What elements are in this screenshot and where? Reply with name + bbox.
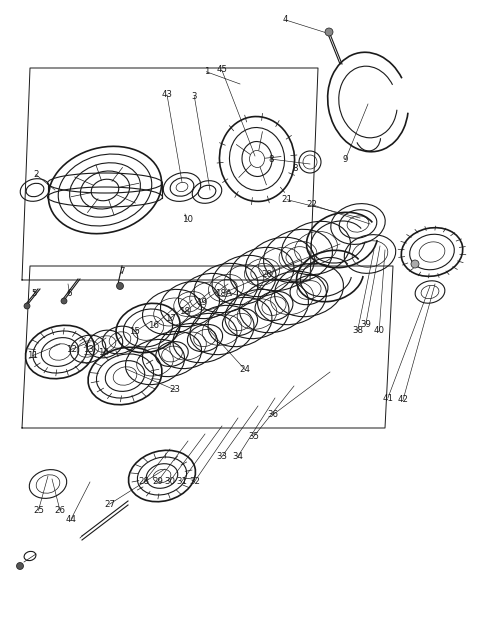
Text: 33: 33 <box>216 452 227 461</box>
Text: 12: 12 <box>66 345 76 354</box>
Text: 19: 19 <box>196 298 207 307</box>
Text: 5: 5 <box>32 289 37 298</box>
Ellipse shape <box>16 562 24 570</box>
Text: 24: 24 <box>240 365 250 374</box>
Text: 1: 1 <box>204 67 209 76</box>
Ellipse shape <box>24 303 30 309</box>
Text: 10: 10 <box>182 215 192 224</box>
Text: 32: 32 <box>189 477 200 486</box>
Text: 25: 25 <box>33 506 44 515</box>
Text: 21: 21 <box>282 195 292 204</box>
Text: 20: 20 <box>261 270 272 279</box>
Text: 11: 11 <box>27 351 38 360</box>
Text: 18A: 18A <box>215 289 232 298</box>
Text: 27: 27 <box>104 500 115 509</box>
Text: 39: 39 <box>360 320 371 329</box>
Text: 40: 40 <box>374 326 384 335</box>
Ellipse shape <box>117 283 123 290</box>
Text: 18: 18 <box>180 308 190 316</box>
Text: 28: 28 <box>139 477 149 486</box>
Text: 26: 26 <box>55 506 65 515</box>
Ellipse shape <box>61 298 67 304</box>
Text: 6: 6 <box>67 289 72 298</box>
Text: 29: 29 <box>152 477 163 486</box>
Text: 3: 3 <box>192 92 197 101</box>
Text: 2: 2 <box>33 170 39 179</box>
Text: 31: 31 <box>176 477 187 486</box>
Text: 43: 43 <box>162 90 172 99</box>
Text: 16: 16 <box>148 321 159 330</box>
Text: 15: 15 <box>129 328 140 336</box>
Text: 44: 44 <box>66 515 76 524</box>
Text: 36: 36 <box>267 411 278 419</box>
Text: 8: 8 <box>292 164 298 173</box>
Text: 30: 30 <box>164 477 175 486</box>
Text: 14: 14 <box>98 348 108 357</box>
Text: 41: 41 <box>383 394 393 402</box>
Text: 45: 45 <box>216 66 227 74</box>
Text: 7: 7 <box>120 267 125 276</box>
Ellipse shape <box>411 260 419 268</box>
Text: 23: 23 <box>170 386 180 394</box>
Text: 22: 22 <box>307 200 317 209</box>
Text: 9: 9 <box>343 155 348 163</box>
Text: 17: 17 <box>165 314 176 323</box>
Ellipse shape <box>325 28 333 36</box>
Text: 38: 38 <box>352 326 363 335</box>
Text: 34: 34 <box>232 452 243 461</box>
Text: 13: 13 <box>84 345 94 354</box>
Text: 8: 8 <box>268 155 274 163</box>
Text: 35: 35 <box>248 432 259 441</box>
Text: 4: 4 <box>283 16 288 24</box>
Text: 42: 42 <box>398 395 408 404</box>
